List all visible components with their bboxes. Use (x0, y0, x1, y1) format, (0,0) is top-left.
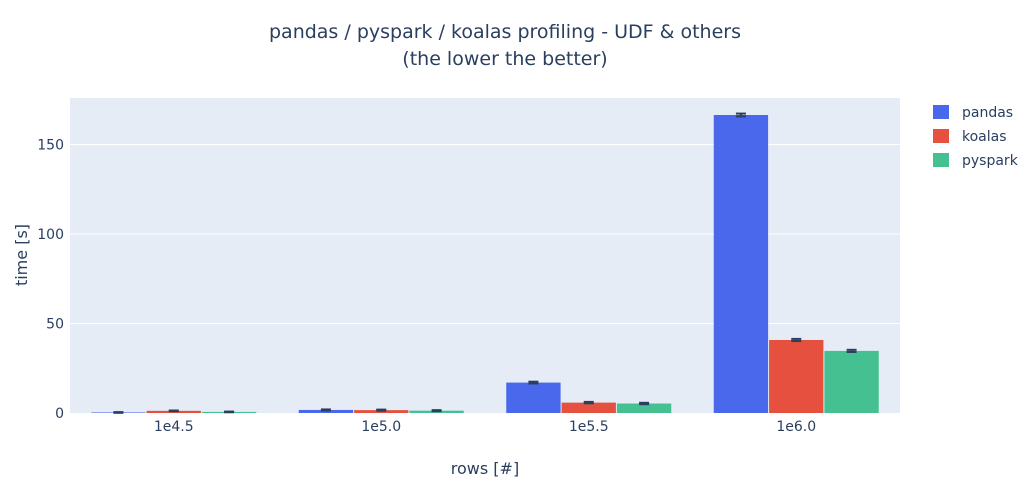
y-tick-label: 0 (55, 406, 64, 422)
y-tick-label: 150 (37, 138, 64, 154)
legend-label: pandas (962, 105, 1013, 121)
x-tick-label: 1e5.0 (361, 419, 401, 435)
legend-label: koalas (962, 129, 1007, 145)
legend-swatch (933, 153, 949, 167)
legend-item-pyspark[interactable]: pyspark (933, 153, 1019, 169)
bar-koalas[interactable] (769, 339, 824, 413)
bar-pyspark[interactable] (824, 350, 879, 413)
chart-title-line1: pandas / pyspark / koalas profiling - UD… (269, 21, 741, 43)
x-tick-label: 1e5.5 (569, 419, 609, 435)
y-tick-labels: 0 50 100 150 (37, 138, 64, 422)
bar-pandas[interactable] (506, 382, 561, 413)
bars (91, 115, 879, 413)
legend-swatch (933, 105, 949, 119)
legend-item-pandas[interactable]: pandas (933, 105, 1013, 121)
x-axis-label: rows [#] (451, 459, 519, 478)
y-tick-label: 100 (37, 227, 64, 243)
chart-title-line2: (the lower the better) (402, 48, 607, 70)
x-tick-label: 1e4.5 (154, 419, 194, 435)
legend-item-koalas[interactable]: koalas (933, 129, 1007, 145)
error-bars (113, 112, 857, 414)
bar-pandas[interactable] (713, 115, 769, 413)
legend[interactable]: pandas koalas pyspark (933, 105, 1019, 169)
x-tick-labels: 1e4.5 1e5.0 1e5.5 1e6.0 (154, 419, 816, 435)
y-tick-label: 50 (46, 317, 64, 333)
bar-pyspark[interactable] (616, 403, 672, 413)
bar-koalas[interactable] (561, 402, 616, 413)
x-tick-label: 1e6.0 (776, 419, 816, 435)
legend-label: pyspark (962, 153, 1019, 169)
legend-swatch (933, 129, 949, 143)
y-axis-label: time [s] (12, 224, 31, 286)
